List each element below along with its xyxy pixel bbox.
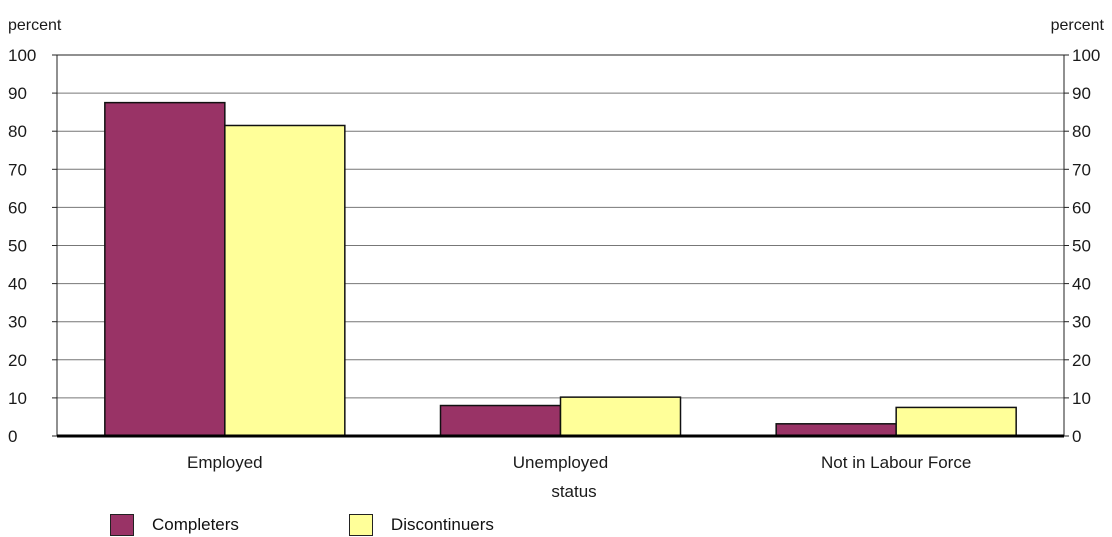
y-tick-label-left: 40 — [8, 275, 27, 294]
y-tick-label-right: 100 — [1072, 46, 1100, 65]
bars — [104, 101, 1017, 437]
y-tick-label-right: 20 — [1072, 351, 1091, 370]
legend-item-discontinuers: Discontinuers — [348, 514, 494, 536]
y-tick-label-right: 50 — [1072, 237, 1091, 256]
y-tick-label-left: 70 — [8, 160, 27, 179]
bar-discontinuers-not-in-labour-force — [895, 406, 1017, 437]
y-tick-label-left: 50 — [8, 237, 27, 256]
bar-completers-not-in-labour-force — [775, 423, 897, 437]
y-tick-label-left: 10 — [8, 389, 27, 408]
y-ticks-left: 0 10 20 30 40 50 60 70 80 90 100 — [8, 46, 57, 446]
y-ticks-right: 0 10 20 30 40 50 60 70 80 90 100 — [1064, 46, 1100, 446]
bar-discontinuers-employed — [224, 124, 346, 437]
x-axis-label: status — [551, 482, 596, 501]
legend-swatch-completers — [110, 514, 134, 536]
y-tick-label-left: 90 — [8, 84, 27, 103]
legend: Completers Discontinuers — [110, 513, 604, 537]
y-tick-label-left: 0 — [8, 427, 17, 446]
y-axis-left-label: percent — [8, 17, 62, 34]
legend-item-completers: Completers — [110, 514, 239, 536]
y-tick-label-right: 0 — [1072, 427, 1081, 446]
y-tick-label-right: 80 — [1072, 122, 1091, 141]
y-tick-label-left: 20 — [8, 351, 27, 370]
legend-label-completers: Completers — [152, 515, 239, 534]
y-tick-label-right: 70 — [1072, 160, 1091, 179]
bar-discontinuers-unemployed — [559, 396, 682, 437]
legend-label-discontinuers: Discontinuers — [390, 515, 494, 534]
y-tick-label-left: 80 — [8, 122, 27, 141]
y-tick-label-right: 90 — [1072, 84, 1091, 103]
x-categories: Employed Unemployed Not in Labour Force — [187, 453, 971, 472]
y-tick-label-right: 60 — [1072, 198, 1091, 217]
bar-completers-employed — [104, 101, 226, 437]
y-tick-label-left: 100 — [8, 46, 36, 65]
y-tick-label-left: 30 — [8, 313, 27, 332]
x-category-label: Not in Labour Force — [821, 453, 971, 472]
x-category-label: Unemployed — [513, 453, 608, 472]
legend-swatch-discontinuers — [348, 514, 373, 536]
y-tick-label-right: 30 — [1072, 313, 1091, 332]
y-tick-label-right: 40 — [1072, 275, 1091, 294]
bar-completers-unemployed — [439, 404, 562, 437]
y-axis-right-label: percent — [1051, 17, 1105, 34]
x-category-label: Employed — [187, 453, 263, 472]
y-tick-label-left: 60 — [8, 198, 27, 217]
y-tick-label-right: 10 — [1072, 389, 1091, 408]
